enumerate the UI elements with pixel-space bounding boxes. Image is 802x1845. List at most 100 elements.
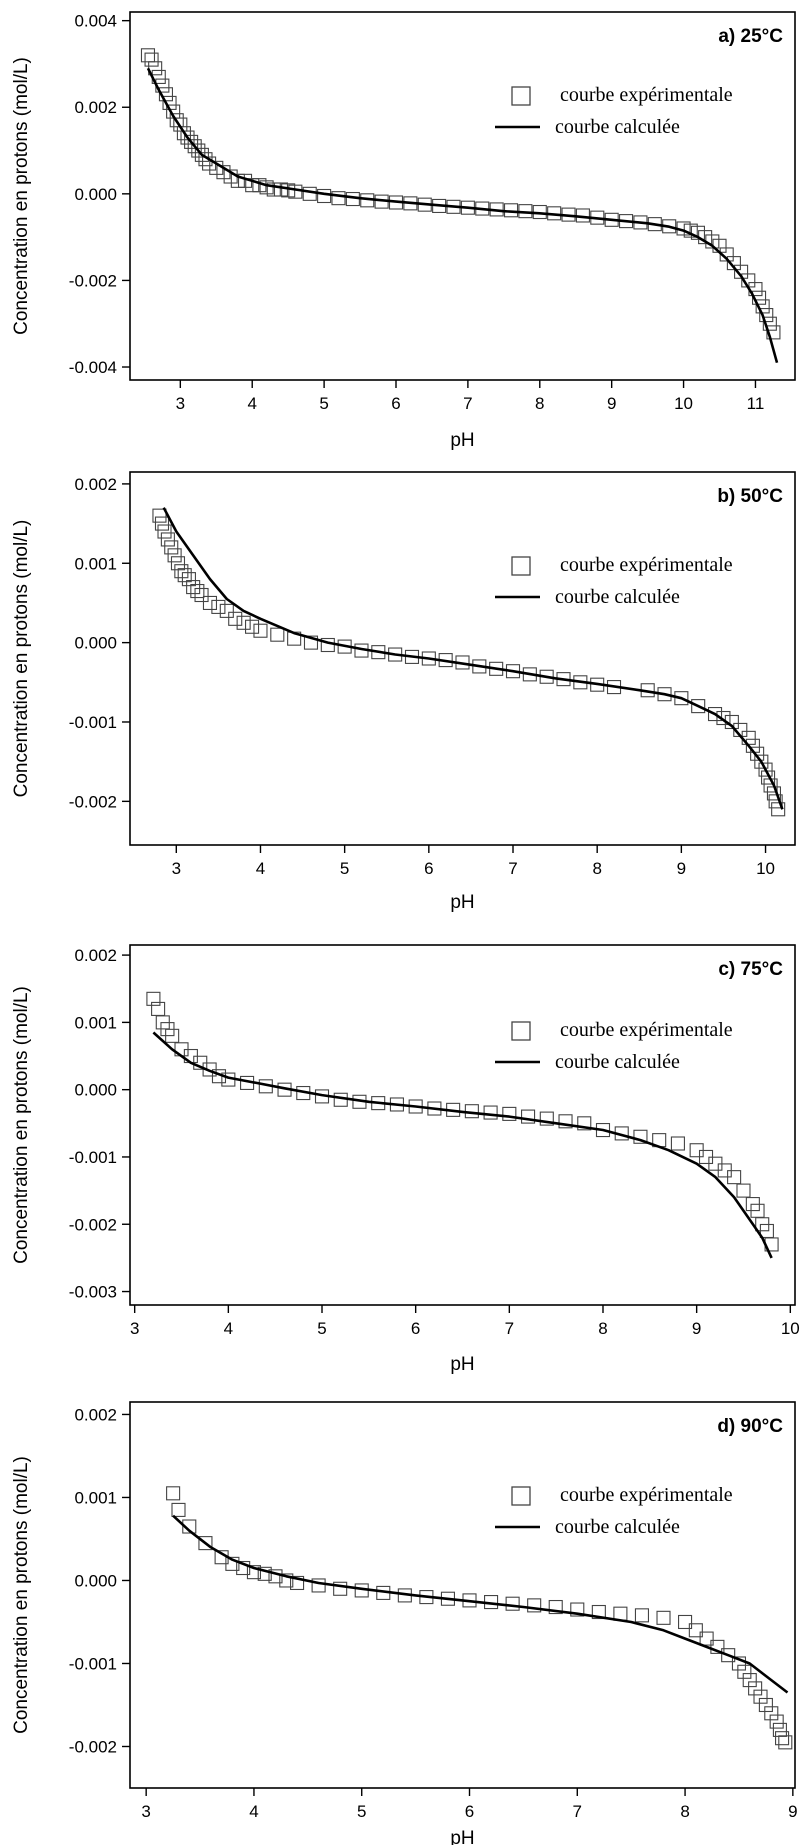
x-tick-label: 7 [505,1319,514,1338]
x-tick-label: 4 [247,394,256,413]
x-axis-title: pH [450,1828,474,1845]
data-point [152,1002,165,1015]
y-tick-label: 0.002 [74,946,117,965]
data-point [147,992,160,1005]
data-point [271,628,284,641]
data-point [713,239,726,252]
panel-title: d) 90°C [717,1416,783,1437]
data-point [759,1698,772,1711]
y-tick-label: -0.002 [69,792,117,811]
x-tick-label: 5 [317,1319,326,1338]
y-tick-label: 0.000 [74,1571,117,1590]
x-tick-label: 9 [788,1802,797,1821]
y-tick-label: -0.004 [69,358,117,377]
data-point [737,1184,750,1197]
x-tick-label: 9 [692,1319,701,1338]
x-tick-label: 5 [357,1802,366,1821]
legend-label-experimental: courbe expérimentale [560,554,733,576]
data-point [141,49,154,62]
data-point [167,1487,180,1500]
data-point [191,585,204,598]
x-tick-label: 7 [463,394,472,413]
data-point [303,187,316,200]
chart-panel-2: 0.0020.0010.000-0.001-0.0023 4 5 6 7 8 9 10pHCo… [11,472,795,913]
data-point [168,549,181,562]
x-tick-label: 4 [224,1319,233,1338]
legend-marker-square-icon [512,557,530,575]
data-point [779,1736,792,1749]
data-point [749,1682,762,1695]
calculated-curve-line [164,508,783,810]
y-tick-label: -0.001 [69,713,117,732]
x-tick-label: 3 [172,859,181,878]
data-point [657,1611,670,1624]
x-axis-title: pH [450,892,474,913]
data-point [635,1609,648,1622]
data-point [182,573,195,586]
data-point [332,192,345,205]
panel-title: b) 50°C [717,486,783,507]
data-point [754,1690,767,1703]
data-point [738,1665,751,1678]
data-point [153,509,166,522]
y-tick-label: -0.002 [69,271,117,290]
chart-panel-3: 0.002 0.001 0.000 -0.001 -0.002 -0.003 3 4 5 6 7 8 9… [11,945,800,1375]
data-point [220,604,233,617]
x-tick-label: 7 [573,1802,582,1821]
plot-frame [130,472,795,845]
x-tick-label: 8 [598,1319,607,1338]
data-point [246,620,259,633]
data-point [614,1607,627,1620]
data-point [178,569,191,582]
data-point [770,1715,783,1728]
y-axis-title: Concentration en protons (mol/L) [11,520,32,798]
x-axis-title: pH [450,430,474,451]
legend-label-experimental: courbe expérimentale [560,1484,733,1506]
data-point [203,596,216,609]
y-tick-label: -0.001 [69,1148,117,1167]
data-point [165,541,178,554]
x-tick-label: 3 [130,1319,139,1338]
y-tick-label: 0.001 [74,1013,117,1032]
data-point [506,1597,519,1610]
y-tick-label: 0.001 [74,554,117,573]
data-point [743,1674,756,1687]
data-point [334,1093,347,1106]
x-tick-label: 10 [674,394,693,413]
data-point [274,183,287,196]
data-point [484,1106,497,1119]
y-axis-title: Concentration en protons (mol/L) [11,986,32,1264]
data-point [254,624,267,637]
y-tick-label: -0.003 [69,1283,117,1302]
plot-frame [130,945,795,1305]
data-point [237,616,250,629]
x-tick-label: 3 [176,394,185,413]
panel-title: a) 25°C [718,26,783,47]
y-tick-label: 0.000 [74,634,117,653]
data-point [318,190,331,203]
x-tick-label: 5 [340,859,349,878]
legend-label-calculated: courbe calculée [555,116,680,138]
legend-label-calculated: courbe calculée [555,586,680,608]
y-axis-title: Concentration en protons (mol/L) [11,57,32,335]
legend-label-experimental: courbe expérimentale [560,84,733,106]
panel-title: c) 75°C [718,959,783,980]
legend-marker-square-icon [512,87,530,105]
x-tick-label: 6 [465,1802,474,1821]
legend-label-experimental: courbe expérimentale [560,1019,733,1041]
x-tick-label: 3 [141,1802,150,1821]
x-tick-label: 8 [680,1802,689,1821]
y-tick-label: 0.000 [74,185,117,204]
data-point [765,1707,778,1720]
data-point [155,517,168,530]
x-tick-label: 8 [592,859,601,878]
data-point [229,612,242,625]
y-axis-title: Concentration en protons (mol/L) [11,1456,32,1734]
x-tick-label: 7 [508,859,517,878]
x-axis-title: pH [450,1354,474,1375]
data-point [772,803,785,816]
y-tick-label: 0.001 [74,1488,117,1507]
legend-label-calculated: courbe calculée [555,1516,680,1538]
